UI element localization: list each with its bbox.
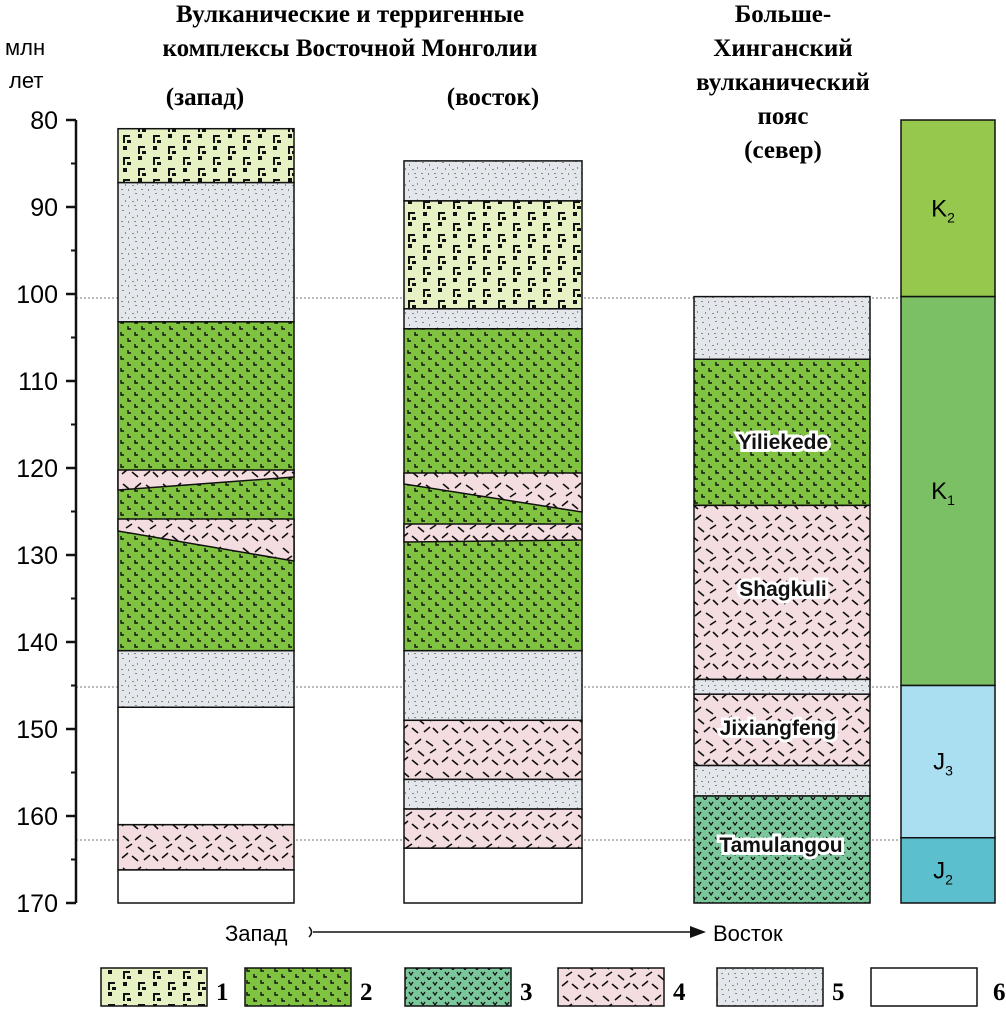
header-khingan-line4: пояс (757, 103, 808, 130)
layer-type-4 (118, 825, 294, 870)
legend-swatch-2 (245, 968, 351, 1006)
layer-type-1 (118, 129, 294, 183)
axis-tick-label: 100 (16, 281, 58, 309)
legend-swatch-4 (558, 968, 664, 1006)
layer-type-6 (404, 848, 582, 903)
direction-arrow: Запад Восток (225, 921, 783, 946)
legend-label-4: 4 (673, 979, 686, 1006)
legend-label-6: 6 (993, 979, 1006, 1006)
header-khingan-line1: Больше- (735, 1, 831, 28)
header-east: (восток) (447, 84, 539, 111)
axis-unit-line1: млн (5, 35, 45, 60)
layer-type-5 (694, 679, 870, 694)
direction-west-label: Запад (225, 921, 288, 946)
period-box (901, 838, 995, 903)
axis-tick-label: 170 (16, 890, 58, 918)
legend: 1 2 3 4 5 6 (101, 968, 1006, 1006)
header-east-mongolia-line2: комплексы Восточной Монголии (163, 35, 538, 62)
formation-yiliekede: Yiliekede (738, 431, 828, 454)
axis-tick-label: 160 (16, 803, 58, 831)
layer-type-6 (118, 870, 294, 903)
layer-type-5 (694, 766, 870, 796)
legend-label-5: 5 (832, 979, 845, 1006)
legend-swatch-6 (871, 968, 977, 1006)
direction-east-label: Восток (713, 921, 783, 946)
period-box (901, 297, 995, 686)
legend-label-3: 3 (520, 979, 533, 1006)
layer-type-4 (404, 720, 582, 779)
layer-type-5 (118, 651, 294, 708)
period-box (901, 120, 995, 297)
axis-tick-label: 150 (16, 716, 58, 744)
formation-shagkuli: Shagkuli (739, 578, 827, 601)
stratigraphic-diagram: Вулканические и терригенные комплексы Во… (0, 0, 1006, 1011)
period-box (901, 686, 995, 838)
layer-type-4 (404, 809, 582, 848)
axis-tick-label: 120 (16, 455, 58, 483)
header-west: (запад) (166, 84, 244, 111)
axis-tick-label: 140 (16, 629, 58, 657)
axis-tick-label: 110 (18, 368, 58, 396)
header-khingan-line5: (север) (744, 137, 822, 164)
axis-tick-label: 90 (30, 194, 58, 222)
formation-tamulangou: Tamulangou (719, 834, 842, 857)
axis-unit-line2: лет (9, 68, 43, 93)
header-east-mongolia-line1: Вулканические и терригенные (176, 1, 524, 28)
legend-label-1: 1 (216, 979, 229, 1006)
header-khingan-line3: вулканический (696, 69, 870, 96)
legend-swatch-3 (405, 968, 511, 1006)
axis-tick-label: 80 (30, 107, 58, 135)
layer-type-5 (404, 651, 582, 721)
formation-jixiangfeng: Jixiangfeng (720, 717, 837, 740)
layer-type-5 (404, 309, 582, 329)
layer-type-5 (118, 183, 294, 322)
legend-swatch-1 (101, 968, 207, 1006)
age-axis: 80 90 100 110 120 130 140 150 160 170 (16, 107, 76, 918)
axis-tick-label: 130 (16, 542, 58, 570)
layer-type-1 (404, 201, 582, 309)
legend-label-2: 2 (360, 979, 373, 1006)
layer-type-5 (404, 161, 582, 201)
layer-type-5 (694, 297, 870, 360)
legend-swatch-5 (717, 968, 823, 1006)
column-west (118, 129, 294, 903)
layer-type-6 (118, 707, 294, 824)
header-khingan-line2: Хинганский (713, 35, 852, 62)
layer-type-5 (404, 779, 582, 809)
